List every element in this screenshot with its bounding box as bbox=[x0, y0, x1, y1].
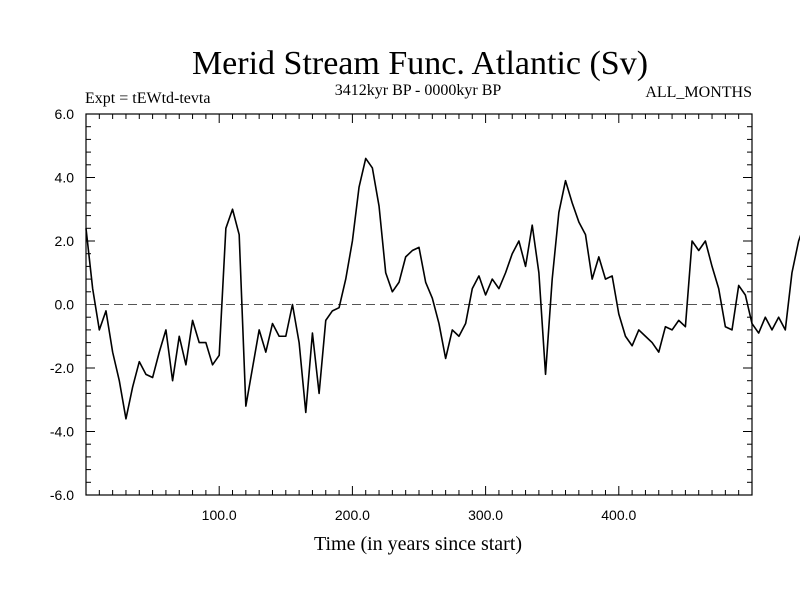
y-axis-ticks: -6.0 -4.0 -2.0 0.0 2.0 4.0 6.0 bbox=[50, 106, 752, 503]
x-tick-label: 100.0 bbox=[202, 507, 237, 523]
y-tick-label: -2.0 bbox=[50, 360, 74, 376]
y-tick-label: 0.0 bbox=[55, 297, 75, 313]
x-tick-label: 300.0 bbox=[468, 507, 503, 523]
series-line-amoc bbox=[85, 157, 800, 420]
experiment-label: Expt = tEWtd-tevta bbox=[85, 90, 210, 107]
y-tick-label: 2.0 bbox=[55, 233, 75, 249]
y-tick-label: 6.0 bbox=[55, 106, 75, 122]
months-label: ALL_MONTHS bbox=[645, 84, 752, 101]
x-axis-ticks: 100.0 200.0 300.0 400.0 bbox=[98, 114, 740, 523]
x-tick-label: 400.0 bbox=[601, 507, 636, 523]
x-axis-label: Time (in years since start) bbox=[314, 533, 522, 555]
y-tick-label: 4.0 bbox=[55, 170, 75, 186]
time-range-label: 3412kyr BP - 0000kyr BP bbox=[335, 82, 502, 99]
x-tick-label: 200.0 bbox=[335, 507, 370, 523]
y-tick-label: -4.0 bbox=[50, 424, 74, 440]
plot-frame bbox=[85, 113, 753, 496]
chart-title: Merid Stream Func. Atlantic (Sv) bbox=[192, 45, 648, 82]
y-tick-label: -6.0 bbox=[50, 487, 74, 503]
